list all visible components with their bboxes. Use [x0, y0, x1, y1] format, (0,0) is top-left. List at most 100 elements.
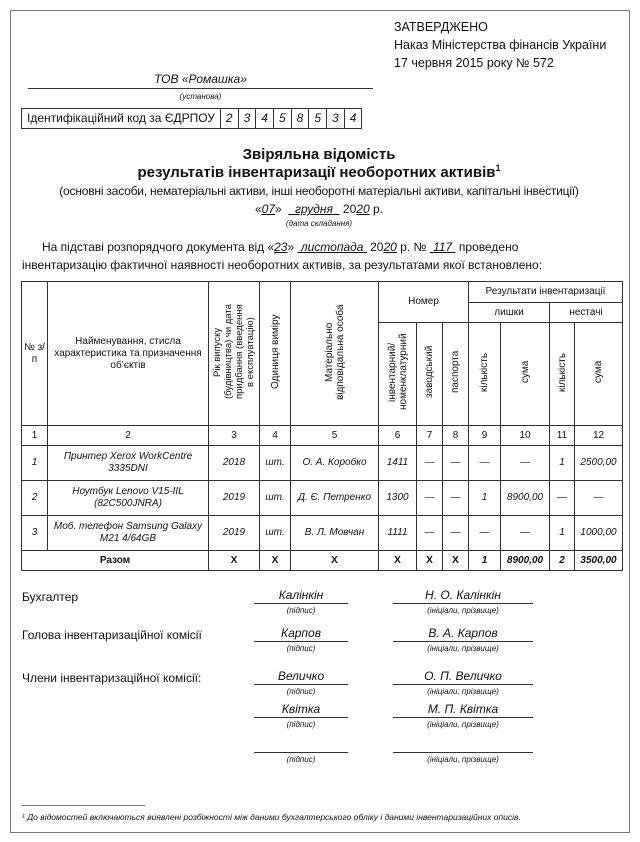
name-field: М. П. Квітка	[393, 702, 533, 718]
header-name: Найменування, стисла характеристика та п…	[47, 281, 209, 426]
table-cell: 2018	[208, 445, 260, 481]
basis-month: листопада	[300, 240, 364, 254]
total-cell: 8900,00	[500, 550, 550, 571]
total-cell: Х	[290, 550, 379, 571]
basis-number: 117	[433, 240, 453, 254]
header-number: Номер	[378, 281, 469, 323]
header-sum: сума	[593, 360, 604, 384]
date-day: 07	[261, 202, 276, 216]
basis-paragraph: На підставі розпорядчого документа від «…	[22, 238, 622, 256]
t: »	[287, 240, 295, 254]
table-cell: 1	[468, 480, 501, 516]
q: »	[275, 202, 282, 216]
footnote: ¹ До відомостей включаються виявлені роз…	[22, 812, 521, 822]
name-field: О. П. Величко	[393, 669, 533, 685]
column-number: 5	[290, 425, 379, 446]
table-cell: Ноутбук Lenovo V15-IIL (82C500JNRA)	[47, 480, 209, 516]
column-number: 7	[416, 425, 443, 446]
document-title: Звіряльна відомість	[242, 146, 396, 163]
name-field	[393, 737, 533, 753]
header-results: Результати інвентаризації	[468, 281, 623, 303]
t: На підставі розпорядчого документа від «	[42, 240, 275, 254]
table-cell: 1300	[378, 480, 417, 516]
signature-caption: (підпис)	[286, 720, 316, 729]
table-cell: —	[500, 515, 550, 551]
footnote-mark: 1	[495, 163, 501, 173]
column-number: 12	[574, 425, 623, 446]
table-cell: 1111	[378, 515, 417, 551]
table-cell: —	[574, 480, 623, 516]
r: р.	[372, 202, 383, 216]
signature-field: Квітка	[254, 702, 348, 718]
name-field: В. А. Карпов	[393, 626, 533, 642]
edrpou-digit: 4	[343, 109, 362, 128]
column-number: 11	[549, 425, 575, 446]
signature-caption: (підпис)	[286, 606, 316, 615]
name-caption: (ініціали, прізвище)	[427, 720, 499, 729]
signature-field: Калінкін	[254, 588, 348, 604]
header-shortage: нестачі	[549, 302, 623, 323]
header-inv: інвентарний/ номенклатурний	[386, 333, 409, 411]
column-number: 1	[21, 425, 48, 446]
head-label: Голова інвентаризаційної комісії	[22, 628, 202, 642]
edrpou-digit: 8	[290, 109, 309, 128]
column-number: 4	[259, 425, 291, 446]
header-factory: заводський	[424, 345, 435, 399]
name-caption: (ініціали, прізвище)	[427, 687, 499, 696]
edrpou-digit: 3	[237, 109, 256, 128]
document-title-line2: результатів інвентаризації необоротних а…	[10, 164, 628, 182]
total-cell: Х	[416, 550, 443, 571]
accountant-label: Бухгалтер	[22, 590, 79, 604]
table-cell: 3	[21, 515, 48, 551]
name-caption: (ініціали, прізвище)	[427, 606, 499, 615]
column-number: 9	[468, 425, 501, 446]
table-cell: Принтер Xerox WorkCentre 3335DNI	[47, 445, 209, 481]
table-cell: —	[468, 445, 501, 481]
date-year: 20	[356, 202, 370, 216]
table-cell: 1411	[378, 445, 417, 481]
total-cell: 2	[549, 550, 575, 571]
title-text: результатів інвентаризації необоротних а…	[137, 164, 496, 181]
name-caption: (ініціали, прізвище)	[427, 755, 499, 764]
table-cell: 2	[21, 480, 48, 516]
t: р. №	[400, 240, 427, 254]
date-month: грудня	[295, 202, 333, 216]
table-cell: —	[416, 445, 443, 481]
edrpou-box: Ідентифікаційний код за ЄДРПОУ 2 3 4 5 8…	[21, 108, 363, 129]
table-cell: 1	[549, 445, 575, 481]
edrpou-digit: 3	[326, 109, 344, 128]
approval-title: ЗАТВЕРДЖЕНО	[394, 20, 488, 34]
header-qty: кількість	[556, 352, 568, 392]
members-label: Члени інвентаризаційної комісії:	[22, 671, 202, 685]
table-cell: О. А. Коробко	[290, 445, 379, 481]
column-numbers-row: 1 2 3 4 5 6 7 8 9 10 11 12	[21, 425, 623, 446]
approval-date: 17 червня 2015 року № 572	[394, 56, 554, 70]
date-caption: (дата складання)	[285, 219, 353, 228]
organization-caption: (установа)	[179, 92, 222, 101]
table-cell: шт.	[259, 515, 291, 551]
t: проведено	[458, 240, 519, 254]
edrpou-label: Ідентифікаційний код за ЄДРПОУ	[27, 111, 215, 125]
header-person: Матеріально відповідальна особа	[323, 303, 346, 400]
table-cell: 1	[21, 445, 48, 481]
header-surplus: лишки	[468, 302, 550, 323]
approval-order: Наказ Міністерства фінансів України	[394, 38, 607, 52]
table-cell: —	[442, 480, 469, 516]
column-number: 6	[378, 425, 417, 446]
table-row: 1 Принтер Xerox WorkCentre 3335DNI 2018 шт.…	[21, 445, 623, 481]
table-cell: 2019	[208, 480, 260, 516]
table-cell: —	[416, 480, 443, 516]
table-cell: 1000,00	[574, 515, 623, 551]
edrpou-digit: 5	[308, 109, 326, 128]
header-sum: сума	[519, 360, 531, 384]
total-cell: Х	[378, 550, 417, 571]
total-label: Разом	[21, 550, 209, 571]
total-cell: Х	[442, 550, 469, 571]
edrpou-digit: 5	[272, 109, 291, 128]
table-row: 2 Ноутбук Lenovo V15-IIL (82C500JNRA) 2019…	[21, 480, 623, 516]
header-unit: Одиниця виміру	[269, 314, 281, 389]
column-number: 3	[208, 425, 260, 446]
edrpou-digit: 4	[255, 109, 273, 128]
signature-field	[254, 737, 348, 753]
signature-field: Карпов	[254, 626, 348, 642]
